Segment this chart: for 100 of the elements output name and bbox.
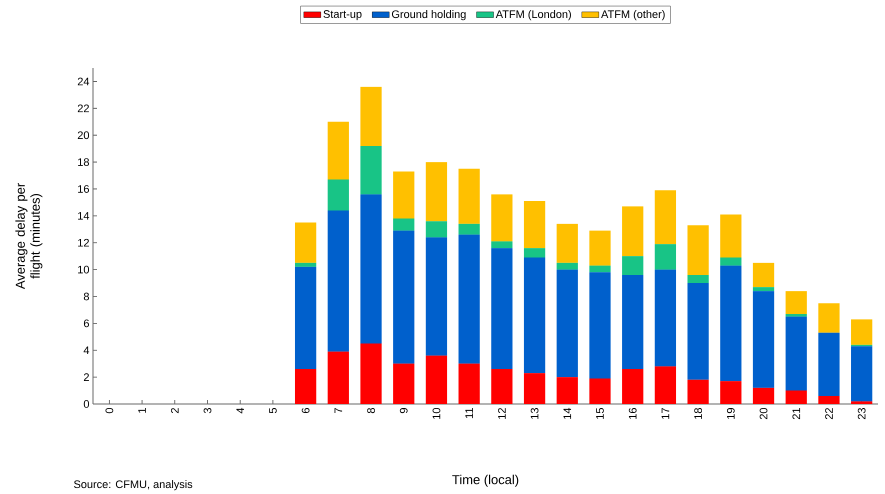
- x-tick-label: 9: [400, 408, 408, 414]
- x-tick-label: 10: [432, 408, 440, 419]
- y-tick-label: 6: [84, 319, 89, 328]
- bar: [851, 401, 872, 404]
- bar: [360, 194, 382, 344]
- x-tick-label: 2: [170, 408, 179, 414]
- bar: [426, 221, 448, 238]
- bar: [556, 262, 578, 270]
- bar: [687, 380, 709, 404]
- legend-label: Ground holding: [392, 10, 466, 20]
- bar: [328, 122, 349, 180]
- bar: [589, 230, 611, 266]
- bar: [360, 146, 382, 194]
- x-tick-label: 20: [760, 408, 768, 420]
- x-tick-label: 19: [726, 408, 735, 419]
- legend-label: ATFM (London): [496, 10, 571, 20]
- y-tick-label: 2: [84, 373, 89, 381]
- bar: [360, 86, 382, 146]
- bar: [328, 210, 349, 352]
- bar: [752, 388, 774, 404]
- x-tick-label: 8: [367, 408, 375, 414]
- x-tick-label: 7: [334, 408, 342, 414]
- y-tick-label: 16: [78, 185, 89, 193]
- x-tick-label: 15: [596, 408, 604, 419]
- bar: [654, 190, 676, 244]
- bar: [491, 248, 512, 370]
- bar: [654, 270, 676, 366]
- x-tick-label: 17: [662, 408, 670, 419]
- bar: [524, 373, 546, 404]
- bar: [818, 303, 840, 333]
- y-tick-label: 18: [78, 158, 89, 166]
- bar: [524, 201, 546, 248]
- bar: [654, 366, 676, 404]
- bar: [654, 244, 676, 270]
- y-tick-label: 22: [78, 104, 89, 112]
- bar: [786, 314, 807, 317]
- x-tick-label: 3: [204, 408, 212, 414]
- bar: [294, 266, 316, 370]
- bar: [622, 206, 644, 256]
- bar: [687, 225, 709, 275]
- bar: [622, 274, 644, 370]
- bar: [393, 364, 414, 404]
- bar: [752, 262, 774, 288]
- bar: [622, 256, 644, 275]
- bar: [818, 396, 840, 404]
- y-tick-label: 20: [78, 131, 90, 140]
- bar: [426, 162, 448, 222]
- bar: [786, 390, 807, 404]
- y-tick-label: 8: [84, 292, 89, 300]
- bar: [393, 230, 414, 364]
- bar: [360, 344, 382, 404]
- bar: [556, 270, 578, 378]
- bar: [720, 258, 742, 266]
- legend-label: Start-up: [324, 10, 362, 20]
- y-axis-title: Average delay per flight (minutes): [15, 183, 42, 290]
- bar: [458, 168, 480, 224]
- bar: [458, 234, 480, 364]
- bar: [393, 171, 414, 219]
- legend-label: ATFM (other): [601, 10, 665, 20]
- bar: [752, 291, 774, 388]
- x-tick-label: 16: [628, 408, 637, 419]
- y-tick-label: 24: [78, 78, 90, 86]
- x-tick-label: 12: [498, 408, 506, 419]
- y-tick-label: 10: [78, 266, 90, 274]
- x-tick-label: 1: [138, 408, 146, 413]
- source-note: Source: CFMU, analysis: [74, 480, 192, 490]
- bar: [687, 283, 709, 380]
- bar: [393, 218, 414, 231]
- y-tick-label: 14: [78, 212, 90, 220]
- x-tick-label: 11: [465, 408, 473, 418]
- bar: [556, 377, 578, 404]
- x-tick-label: 5: [269, 408, 277, 414]
- bar: [491, 369, 512, 404]
- bar: [556, 224, 578, 263]
- bar: [294, 262, 316, 267]
- bar: [294, 369, 316, 404]
- y-tick-label: 12: [78, 238, 89, 247]
- y-tick-label: 0: [84, 400, 90, 408]
- bar: [720, 266, 742, 382]
- x-tick-label: 14: [564, 408, 572, 419]
- bar: [328, 352, 349, 404]
- x-tick-label: 13: [530, 408, 538, 419]
- bar: [524, 258, 546, 374]
- x-tick-label: 18: [694, 408, 702, 419]
- bar: [491, 241, 512, 248]
- bar: [328, 180, 349, 210]
- bar: [622, 369, 644, 404]
- bar: [491, 194, 512, 242]
- bar: [589, 266, 611, 272]
- bar: [720, 381, 742, 404]
- bar: [786, 316, 807, 391]
- x-tick-label: 4: [236, 408, 244, 414]
- bar: [426, 356, 448, 404]
- bar: [426, 237, 448, 356]
- bar: [851, 319, 872, 345]
- bar: [294, 222, 316, 263]
- bar: [818, 332, 840, 396]
- y-tick-label: 4: [84, 346, 90, 354]
- bar: [589, 272, 611, 378]
- bar: [458, 364, 480, 404]
